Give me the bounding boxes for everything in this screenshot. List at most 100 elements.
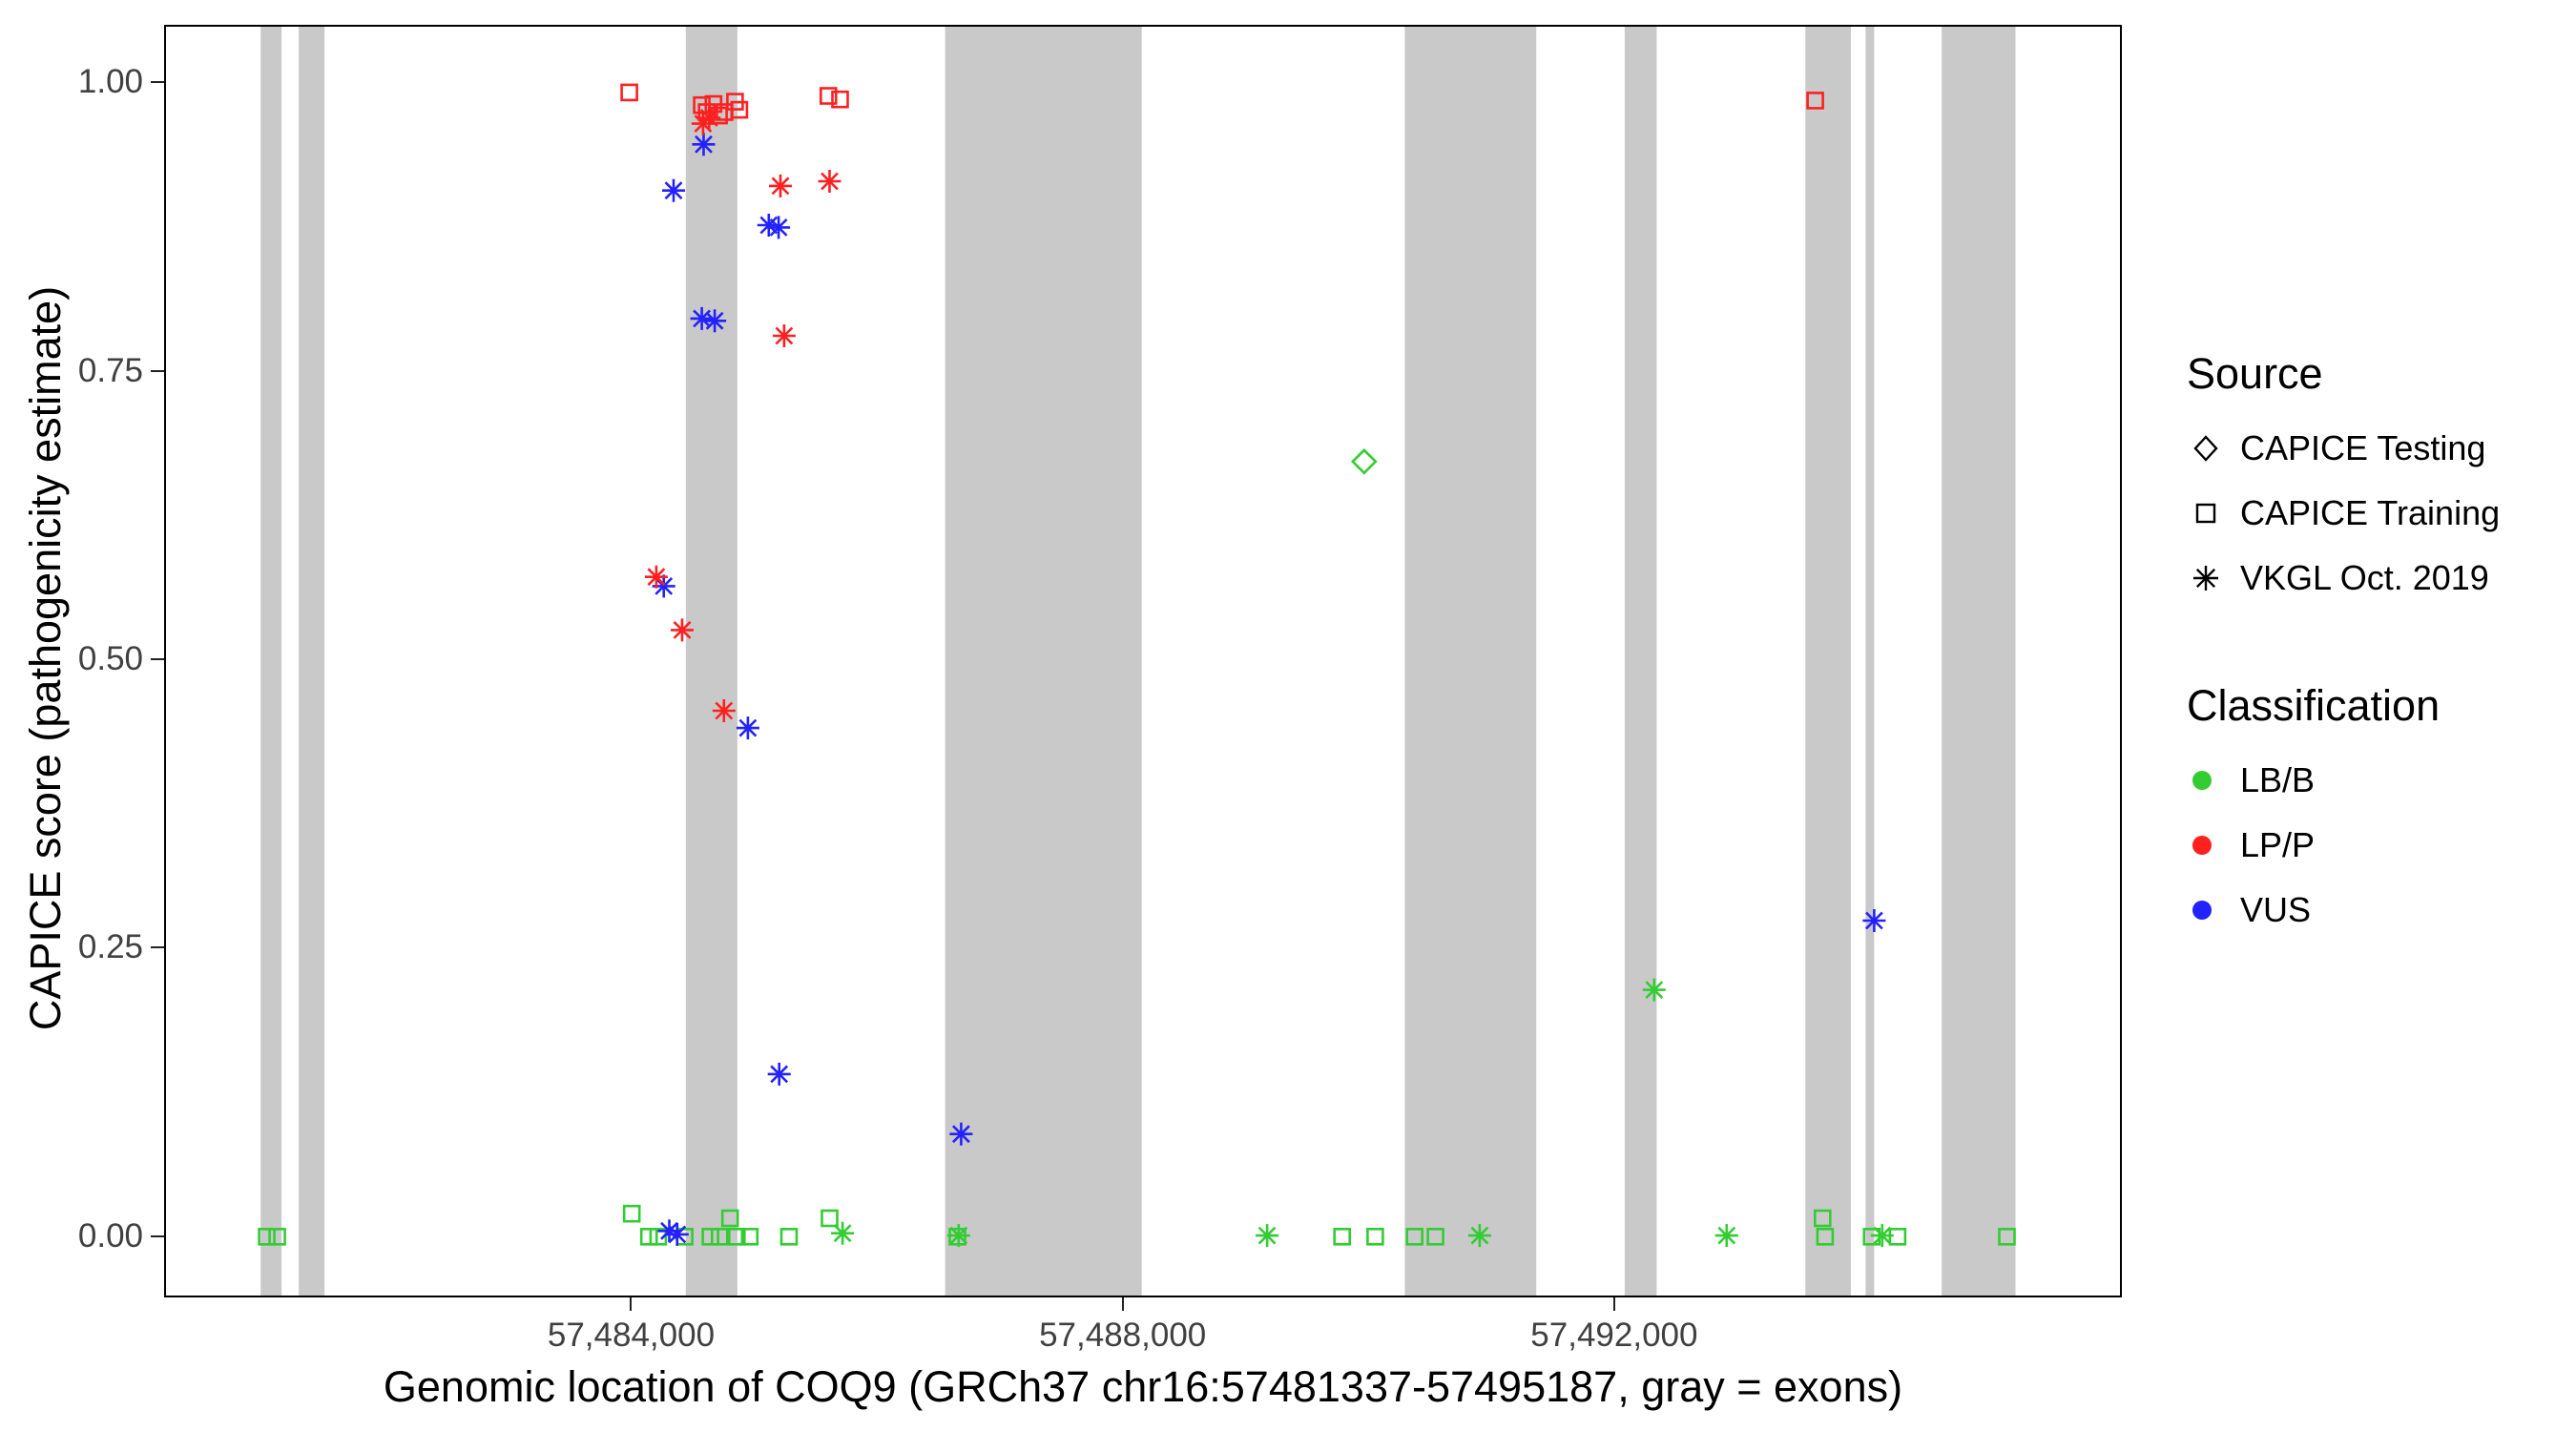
asterisk-icon	[2187, 557, 2233, 599]
y-tick-label: 0.50	[77, 640, 143, 677]
red-dot-icon	[2187, 824, 2233, 866]
data-point-asterisk	[1714, 1224, 1738, 1248]
data-point-asterisk	[644, 565, 668, 589]
legend-item-label: CAPICE Testing	[2240, 428, 2486, 467]
data-point-square	[620, 83, 638, 102]
legend-item-lpp: LP/P	[2187, 824, 2568, 866]
data-point-square	[1814, 1209, 1832, 1228]
data-point-square	[1998, 1228, 2016, 1246]
plot-panel-svg	[258, 27, 2016, 1296]
y-tick-label: 0.75	[77, 351, 143, 389]
y-tick-mark	[151, 946, 164, 949]
data-point-square	[1426, 1228, 1444, 1246]
legend-item-vkgl: VKGL Oct. 2019	[2187, 557, 2568, 599]
data-point-asterisk	[652, 574, 675, 598]
data-point-square	[720, 1209, 739, 1228]
data-point-square	[819, 87, 838, 105]
y-tick-mark	[151, 1234, 164, 1237]
legend-item-label: VKGL Oct. 2019	[2240, 558, 2489, 597]
data-point-asterisk	[662, 178, 685, 202]
exon-band	[945, 27, 1142, 1296]
data-point-square	[1366, 1228, 1384, 1246]
legend-item-capice-testing: CAPICE Testing	[2187, 427, 2568, 469]
data-point-square	[821, 1209, 839, 1228]
exon-band	[260, 27, 282, 1296]
exon-band	[1624, 27, 1657, 1296]
x-tick-mark	[1121, 1297, 1124, 1311]
exon-band	[1805, 27, 1851, 1296]
data-point-square	[1806, 92, 1824, 110]
data-point-asterisk	[946, 1224, 970, 1248]
data-point-square	[1405, 1228, 1423, 1246]
data-point-asterisk	[692, 133, 716, 156]
data-point-square	[649, 1228, 668, 1246]
data-point-asterisk	[1467, 1224, 1491, 1248]
data-point-asterisk	[712, 699, 736, 722]
legend-item-label: LB/B	[2240, 760, 2316, 799]
legend-gap	[2187, 622, 2568, 681]
data-point-square	[727, 1228, 746, 1246]
y-tick-mark	[151, 369, 164, 372]
legend-item-vus: VUS	[2187, 889, 2568, 931]
blue-dot-icon	[2187, 889, 2233, 931]
data-point-asterisk	[671, 618, 694, 642]
x-tick-label: 57,488,000	[1039, 1317, 1207, 1354]
exon-band	[1404, 27, 1537, 1296]
y-tick-label: 0.25	[77, 928, 143, 966]
green-dot-icon	[2187, 759, 2233, 801]
square-icon	[2187, 492, 2233, 534]
data-point-asterisk	[769, 174, 792, 197]
exon-band	[685, 27, 737, 1296]
y-tick-label: 0.00	[77, 1216, 143, 1255]
data-point-square	[740, 1228, 759, 1246]
y-tick-label: 1.00	[77, 63, 143, 101]
data-point-asterisk	[1642, 978, 1666, 1002]
legend-item-label: LP/P	[2240, 825, 2316, 864]
data-point-asterisk	[767, 1062, 791, 1086]
data-point-square	[730, 100, 749, 119]
y-tick-mark	[151, 658, 164, 660]
data-point-square	[831, 90, 849, 109]
data-point-diamond	[1350, 447, 1378, 475]
data-point-asterisk	[818, 170, 841, 193]
exon-band	[1865, 27, 1875, 1296]
legend-title-source: Source	[2187, 349, 2323, 398]
exon-band	[1942, 27, 2016, 1296]
x-axis-title: Genomic location of COQ9 (GRCh37 chr16:5…	[383, 1362, 1903, 1411]
legend: Source CAPICE Testing CAPICE Training	[2187, 349, 2568, 954]
exon-band	[299, 27, 325, 1296]
data-point-asterisk	[703, 309, 727, 333]
x-tick-mark	[1612, 1297, 1615, 1311]
data-point-square	[1333, 1228, 1351, 1246]
x-tick-label: 57,492,000	[1530, 1317, 1698, 1354]
data-point-asterisk	[1256, 1224, 1279, 1248]
data-point-square	[701, 1228, 719, 1246]
data-point-asterisk	[949, 1122, 973, 1146]
data-point-asterisk	[736, 716, 759, 740]
data-point-square	[710, 106, 728, 125]
data-point-asterisk	[1862, 909, 1886, 932]
data-point-asterisk	[767, 216, 791, 239]
plot-panel	[164, 25, 2122, 1297]
diamond-icon	[2187, 427, 2233, 469]
legend-item-label: VUS	[2240, 890, 2312, 929]
data-point-square	[268, 1228, 286, 1246]
legend-item-label: CAPICE Training	[2240, 493, 2501, 532]
data-point-asterisk	[1870, 1224, 1894, 1248]
data-point-square	[710, 1228, 729, 1246]
legend-item-capice-training: CAPICE Training	[2187, 492, 2568, 534]
data-point-square	[1816, 1228, 1835, 1246]
legend-item-lbb: LB/B	[2187, 759, 2568, 801]
data-point-asterisk	[831, 1221, 855, 1245]
legend-title-classification: Classification	[2187, 681, 2441, 730]
data-point-square	[779, 1228, 799, 1246]
data-point-asterisk	[665, 1222, 689, 1246]
data-point-asterisk	[772, 324, 796, 347]
x-tick-mark	[630, 1297, 633, 1311]
data-point-asterisk	[757, 214, 780, 237]
data-point-square	[622, 1204, 641, 1223]
data-point-square	[258, 1228, 276, 1246]
data-point-square	[639, 1228, 658, 1246]
x-tick-label: 57,484,000	[547, 1317, 716, 1354]
